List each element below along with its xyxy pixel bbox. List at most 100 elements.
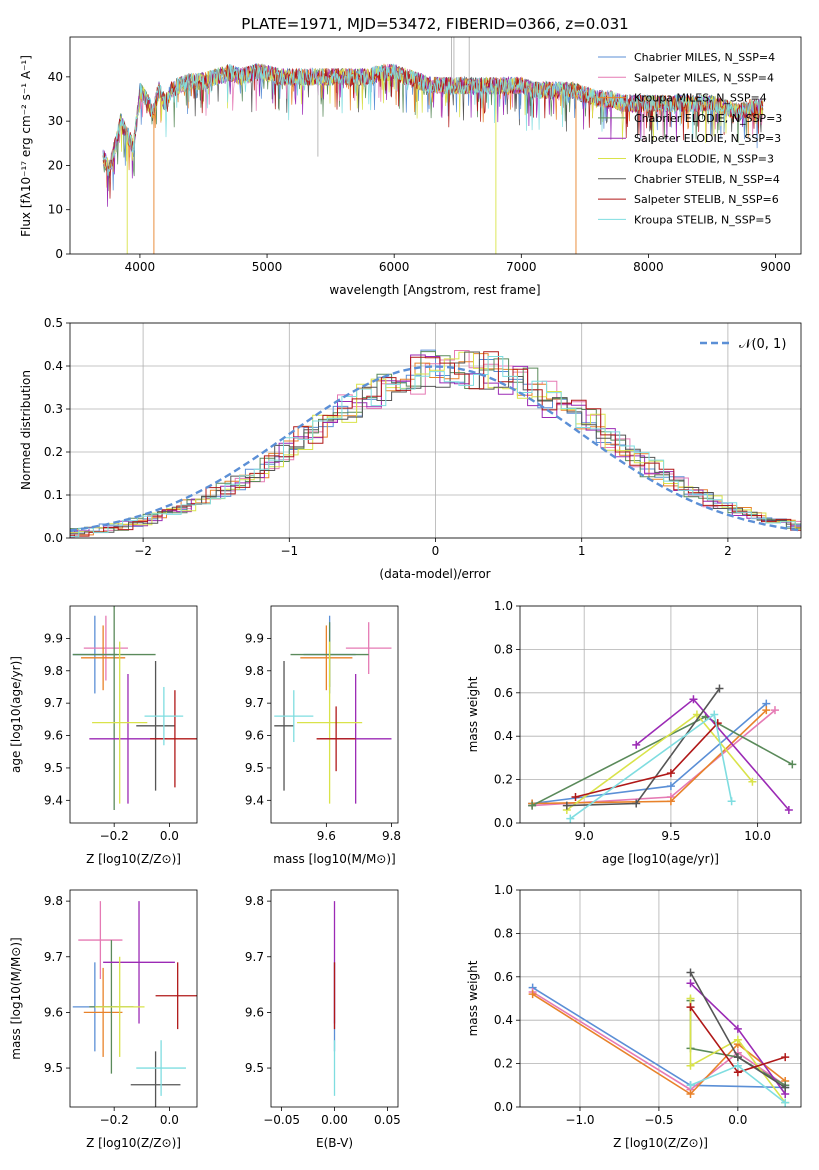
- data-point: [632, 740, 641, 749]
- y-axis-label: mass [log10(M/M⊙)]: [9, 937, 23, 1059]
- x-tick-label: 5000: [252, 260, 283, 274]
- x-tick-label: 0: [432, 544, 440, 558]
- y-tick-label: 9.8: [245, 894, 264, 908]
- y-tick-label: 40: [48, 70, 63, 84]
- y-tick-label: 9.4: [44, 793, 63, 807]
- data-point: [784, 805, 793, 814]
- x-axis-label: Z [log10(Z/Z⊙)]: [613, 1136, 708, 1150]
- histogram-step: [70, 356, 801, 538]
- y-tick-label: 0.0: [44, 531, 63, 545]
- x-tick-label: 0.0: [160, 1113, 179, 1127]
- y-tick-label: 9.9: [44, 631, 63, 645]
- y-tick-label: 0.8: [494, 642, 513, 656]
- panel-1: −2 −1 0 1 2 0.0 0.1 0.2 0.3 0.4 0.5 𝒩(0, 1): [44, 316, 802, 558]
- axes-frame: [519, 889, 802, 1108]
- x-tick-label: −0.05: [263, 1113, 300, 1127]
- y-tick-label: 0.8: [494, 926, 513, 940]
- normal-curve: [69, 365, 802, 532]
- spectrum-line: [102, 63, 764, 176]
- x-tick-label: 9.0: [575, 829, 594, 843]
- x-tick-label: 9.5: [661, 829, 680, 843]
- x-axis-label: mass [log10(M/M⊙)]: [273, 852, 395, 866]
- data-point: [686, 968, 695, 977]
- histogram-step: [70, 353, 801, 536]
- data-point: [727, 797, 736, 806]
- y-tick-label: 0.6: [494, 686, 513, 700]
- y-axis-label: age [log10(age/yr)]: [9, 656, 23, 773]
- legend-entry: Salpeter STELIB, N_SSP=6: [634, 193, 779, 206]
- data-point: [733, 1024, 742, 1033]
- data-point: [781, 1053, 790, 1062]
- legend-entry: 𝒩(0, 1): [739, 337, 786, 352]
- data-point: [689, 695, 698, 704]
- x-tick-label: 8000: [633, 260, 664, 274]
- y-tick-label: 0.0: [494, 816, 513, 830]
- x-tick-label: −1.0: [565, 1113, 594, 1127]
- x-tick-label: −0.2: [100, 829, 129, 843]
- y-axis-label: mass weight: [466, 960, 480, 1036]
- x-tick-label: 6000: [379, 260, 410, 274]
- data-point: [733, 1061, 742, 1070]
- y-tick-label: 0.4: [494, 1013, 513, 1027]
- panel-7: −1.0 −0.5 0.0 0.0 0.2 0.4 0.6 0.8 1.0: [494, 883, 802, 1127]
- axes-frame: [69, 322, 802, 539]
- y-axis-label: mass weight: [466, 676, 480, 752]
- data-point: [562, 801, 571, 810]
- legend-entry: Kroupa MILES, N_SSP=4: [634, 92, 767, 105]
- x-tick-label: 0.00: [321, 1113, 348, 1127]
- series-line: [532, 702, 767, 805]
- data-point: [686, 1061, 695, 1070]
- y-axis-label: Flux [fλ10⁻¹⁷ erg cm⁻² s⁻¹ A⁻¹]: [19, 55, 33, 237]
- y-tick-label: 1.0: [494, 599, 513, 613]
- x-tick-label: 4000: [125, 260, 156, 274]
- series-line: [532, 991, 786, 1091]
- axes-frame: [270, 889, 399, 1108]
- x-tick-label: 1: [578, 544, 586, 558]
- legend-entry: Salpeter MILES, N_SSP=4: [634, 71, 774, 84]
- legend-entry: Chabrier MILES, N_SSP=4: [634, 51, 775, 64]
- data-point: [566, 814, 575, 823]
- y-tick-label: 0.2: [44, 445, 63, 459]
- x-axis-label: age [log10(age/yr)]: [602, 852, 719, 866]
- legend-entry: Chabrier ELODIE, N_SSP=3: [634, 112, 782, 125]
- data-point: [788, 760, 797, 769]
- x-tick-label: −2: [134, 544, 152, 558]
- x-tick-label: 9000: [760, 260, 791, 274]
- x-axis-label: (data-model)/error: [379, 567, 490, 581]
- x-axis-label: wavelength [Angstrom, rest frame]: [329, 283, 540, 297]
- data-point: [686, 1081, 695, 1090]
- data-point: [692, 710, 701, 719]
- x-tick-label: 9.8: [382, 829, 401, 843]
- axes-frame: [519, 605, 802, 824]
- x-tick-label: 7000: [506, 260, 537, 274]
- legend-entry: Kroupa STELIB, N_SSP=5: [634, 213, 772, 226]
- x-tick-label: 0.05: [374, 1113, 401, 1127]
- x-tick-label: 0.0: [160, 829, 179, 843]
- data-point: [713, 719, 722, 728]
- x-tick-label: −1: [280, 544, 298, 558]
- histogram-step: [70, 351, 801, 537]
- data-point: [632, 799, 641, 808]
- y-tick-label: 9.6: [245, 1005, 264, 1019]
- y-tick-label: 9.4: [245, 793, 264, 807]
- x-axis-label: Z [log10(Z/Z⊙)]: [86, 1136, 181, 1150]
- data-point: [666, 782, 675, 791]
- data-point: [571, 792, 580, 801]
- axes-frame: [69, 889, 198, 1108]
- y-tick-label: 0.5: [44, 316, 63, 330]
- y-tick-label: 9.6: [44, 729, 63, 743]
- y-tick-label: 0.2: [494, 1057, 513, 1071]
- panel-4: 9.0 9.5 10.0 0.0 0.2 0.4 0.6 0.8 1.0: [494, 599, 802, 843]
- series-line: [689, 998, 786, 1104]
- series-line: [531, 715, 793, 807]
- x-axis-label: E(B-V): [316, 1136, 353, 1150]
- x-tick-label: 0.0: [728, 1113, 747, 1127]
- data-point: [686, 1089, 695, 1098]
- axes-frame: [69, 36, 802, 255]
- panel-5: −0.2 0.0 9.5 9.6 9.7 9.8: [44, 889, 198, 1127]
- y-tick-label: 9.7: [245, 696, 264, 710]
- y-tick-label: 9.8: [245, 664, 264, 678]
- y-tick-label: 10: [48, 203, 63, 217]
- y-axis-label: Normed distribution: [19, 370, 33, 490]
- y-tick-label: 0.3: [44, 402, 63, 416]
